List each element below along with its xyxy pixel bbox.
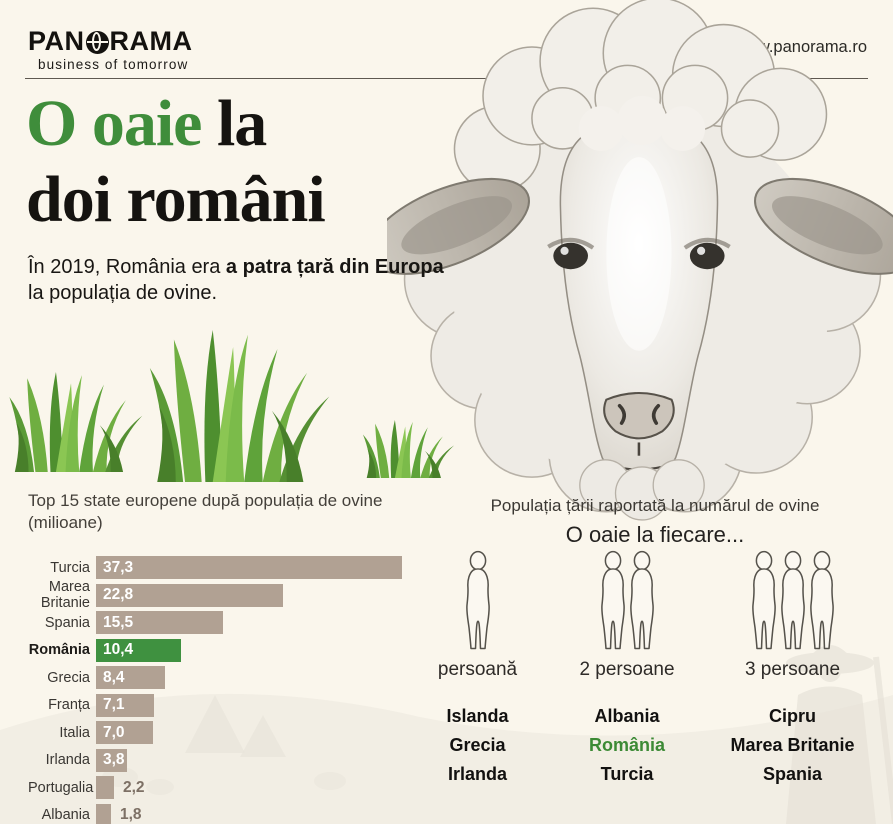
- group-label: persoană: [437, 659, 518, 680]
- header-divider: [25, 78, 868, 79]
- logo-text-rama: RAMA: [109, 26, 193, 56]
- person-icons: [410, 548, 545, 652]
- bar-label: Italia: [59, 724, 90, 741]
- bar-value: 8,4: [103, 668, 125, 686]
- title-highlight: O oaie: [26, 87, 202, 160]
- grass-tuft-small-right: [362, 420, 455, 478]
- bar: [96, 803, 111, 824]
- grass-tuft-small-left: [9, 372, 143, 472]
- pastoral-background-illustration: [0, 645, 893, 824]
- sheep-eyes: [547, 237, 731, 270]
- page-subtitle: În 2019, România era a patra țară din Eu…: [28, 256, 444, 304]
- country-list: Cipru Marea Britanie Spania: [705, 702, 880, 789]
- person-group: persoană Islanda Grecia Irlanda: [410, 548, 545, 789]
- group-label: 3 persoane: [744, 659, 841, 680]
- sheep-illustration: [387, 0, 893, 521]
- bar-value: 15,5: [103, 613, 134, 631]
- bar: 22,8: [96, 583, 283, 607]
- country-name: Grecia: [449, 735, 506, 755]
- bar-label: Spania: [44, 614, 90, 631]
- chart-row: Albania 1,8: [28, 803, 402, 824]
- title-line2: doi români: [26, 163, 326, 236]
- bar-value: 2,2: [123, 778, 145, 796]
- bar-label: Grecia: [47, 669, 90, 686]
- bar: 37,3: [96, 556, 402, 579]
- country-name: Islanda: [446, 706, 509, 726]
- bar-value: 3,8: [103, 751, 125, 768]
- country-name: Turcia: [600, 764, 654, 784]
- person-group: 3 persoane Cipru Marea Britanie Spania: [705, 548, 880, 789]
- bar-label: Portugalia: [28, 779, 94, 796]
- bar-value: 10,4: [103, 641, 134, 658]
- bar-value: 37,3: [103, 558, 134, 576]
- bar-label: Turcia: [50, 559, 90, 576]
- sheep-ear-left: [387, 177, 530, 275]
- person-group: 2 persoane Albania România Turcia: [552, 548, 702, 789]
- bar: 7,1: [96, 693, 154, 717]
- right-panel-subheading: O oaie la fiecare...: [565, 522, 745, 547]
- country-list: Islanda Grecia Irlanda: [410, 702, 545, 789]
- chart-row: Italia 7,0: [28, 721, 402, 744]
- country-list: Albania România Turcia: [552, 702, 702, 789]
- subtitle-bold: a patra țară din Europa: [225, 256, 444, 278]
- chart-row: România 10,4: [28, 638, 402, 662]
- person-icons: [705, 548, 880, 652]
- chart-row: Marea Britanie 22,8: [28, 579, 402, 611]
- country-name: Marea Britanie: [730, 735, 855, 755]
- bar-chart: Turcia 37,3 Marea Britanie 22,8 Spania 15,5 Ro…: [28, 556, 402, 824]
- chart-row: Spania 15,5: [28, 611, 402, 634]
- country-name: Cipru: [769, 706, 816, 726]
- bar: 15,5: [96, 611, 223, 634]
- person-icon: [629, 550, 654, 650]
- right-panel-heading: Populația țării raportată la numărul de …: [490, 496, 820, 515]
- group-label: 2 persoane: [579, 659, 675, 680]
- shepherd-silhouette: [786, 645, 893, 824]
- chart-row: Irlanda 3,8: [28, 748, 402, 772]
- bar-value: 1,8: [120, 806, 142, 823]
- country-name: România: [588, 735, 666, 755]
- chart-row: Franța 7,1: [28, 693, 402, 717]
- grass-tuft-large: [149, 330, 330, 482]
- country-name: Spania: [762, 764, 823, 784]
- bar: [96, 776, 114, 799]
- chart-row: Turcia 37,3: [28, 556, 402, 579]
- bar-label: Irlanda: [45, 752, 90, 768]
- bar: 10,4: [96, 638, 181, 662]
- logo-tagline: business of tomorrow: [38, 57, 189, 72]
- bar-label: Marea Britanie: [40, 579, 90, 611]
- chart-row: Portugalia 2,2: [28, 776, 402, 799]
- bar: 8,4: [96, 666, 165, 689]
- country-name: Irlanda: [447, 764, 508, 784]
- page-title: O oaie la doi români: [26, 87, 326, 236]
- person-icon: [809, 550, 834, 650]
- person-icons: [552, 548, 702, 652]
- sheep-ear-right: [754, 177, 893, 275]
- bar-label: Albania: [41, 807, 90, 823]
- panorama-logo: PAN RAMA: [28, 26, 193, 57]
- bar: 3,8: [96, 748, 127, 772]
- chart-row: Grecia 8,4: [28, 666, 402, 689]
- country-name: Albania: [594, 706, 660, 726]
- bar-value: 7,0: [103, 723, 125, 741]
- logo-text-pan: PAN: [28, 26, 85, 56]
- bar-label: Franța: [48, 697, 90, 713]
- bar-label: România: [28, 642, 90, 658]
- bar-value: 7,1: [103, 696, 125, 713]
- person-icon: [465, 550, 490, 650]
- globe-icon: [85, 31, 109, 54]
- bar: 7,0: [96, 721, 153, 744]
- chart-title: Top 15 state europene după populația de …: [28, 491, 383, 532]
- bar-value: 22,8: [103, 586, 134, 603]
